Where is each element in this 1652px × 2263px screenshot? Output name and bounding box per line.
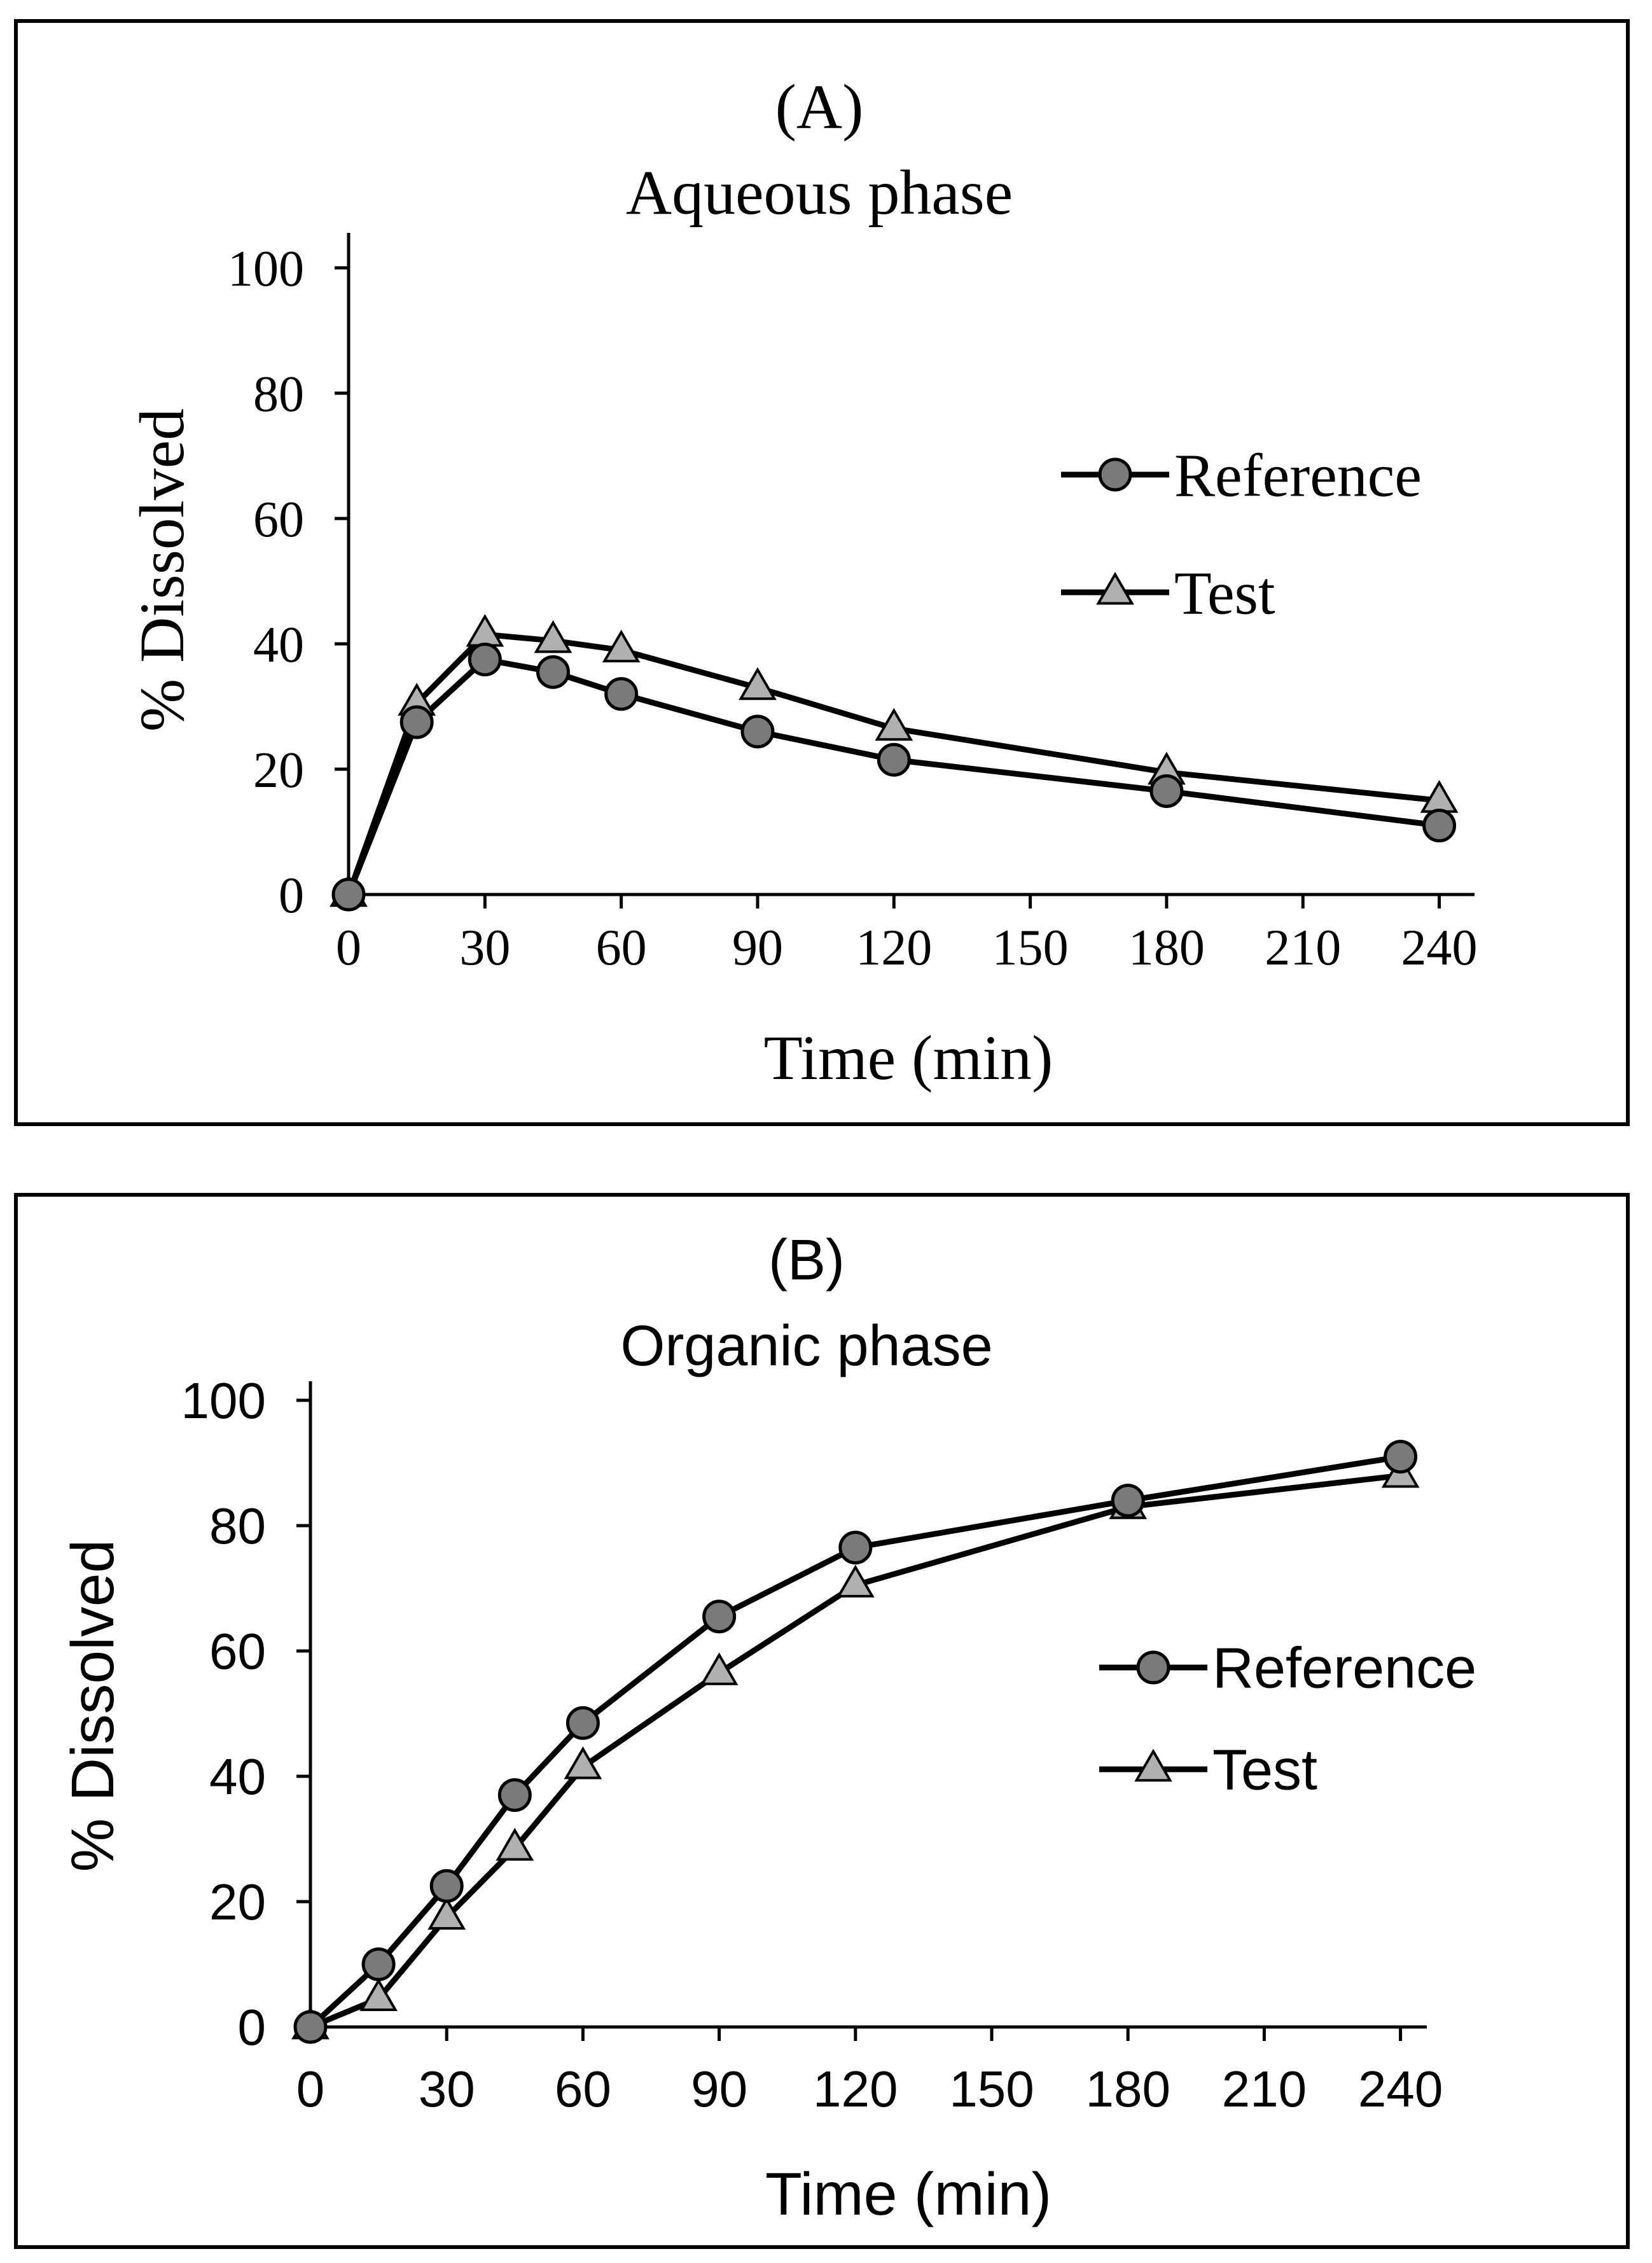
data-point-test bbox=[739, 667, 777, 700]
legend-label-test: Test bbox=[1174, 559, 1275, 627]
x-tick-label: 60 bbox=[555, 2061, 611, 2117]
y-axis-title: % Dissolved bbox=[59, 1540, 127, 1872]
x-tick-label: 30 bbox=[419, 2061, 475, 2117]
data-point-test bbox=[496, 1828, 534, 1861]
x-axis-title: Time (min) bbox=[764, 1022, 1053, 1093]
x-tick-label: 60 bbox=[596, 920, 647, 976]
panel-label: (B) bbox=[768, 1229, 845, 1292]
data-point-reference bbox=[497, 1778, 532, 1813]
y-tick-label: 80 bbox=[253, 366, 304, 422]
data-point-reference bbox=[838, 1530, 873, 1564]
x-tick-label: 240 bbox=[1358, 2061, 1443, 2117]
data-point-reference bbox=[536, 655, 570, 689]
y-tick-label: 100 bbox=[228, 241, 304, 297]
data-point-reference bbox=[361, 1947, 396, 1981]
legend-label-test: Test bbox=[1212, 1739, 1317, 1802]
x-tick-label: 240 bbox=[1401, 920, 1478, 976]
y-tick-label: 0 bbox=[238, 1999, 267, 2056]
data-point-reference bbox=[1384, 1440, 1418, 1474]
legend-marker-reference bbox=[1136, 1650, 1170, 1685]
x-tick-label: 210 bbox=[1222, 2061, 1307, 2117]
chart-title: Organic phase bbox=[620, 1314, 992, 1378]
legend-marker-test bbox=[1096, 571, 1134, 605]
chart-title: Aqueous phase bbox=[626, 157, 1013, 228]
x-tick-label: 0 bbox=[296, 2061, 325, 2117]
y-tick-label: 40 bbox=[253, 617, 304, 673]
data-point-reference bbox=[429, 1869, 464, 1903]
x-tick-label: 90 bbox=[732, 920, 783, 976]
data-point-test bbox=[875, 707, 913, 741]
legend-marker-reference bbox=[1098, 457, 1132, 492]
y-tick-label: 60 bbox=[209, 1623, 266, 1680]
data-point-reference bbox=[702, 1599, 737, 1634]
y-tick-label: 40 bbox=[209, 1748, 266, 1805]
x-axis-title: Time (min) bbox=[765, 2161, 1052, 2228]
chart-panel-aqueous: 0 20 40 60 80 100 0 30 60 90 120 150 180 210 240 (A) Aqu… bbox=[14, 19, 1630, 1126]
x-tick-label: 150 bbox=[992, 920, 1069, 976]
y-tick-label: 20 bbox=[253, 742, 304, 798]
aqueous-chart-svg: 0 20 40 60 80 100 0 30 60 90 120 150 180 210 240 (A) Aqu… bbox=[127, 71, 1478, 1093]
data-point-test bbox=[836, 1564, 875, 1598]
y-tick-label: 0 bbox=[279, 868, 304, 924]
y-tick-label: 80 bbox=[209, 1498, 266, 1554]
x-tick-label: 120 bbox=[856, 920, 932, 976]
x-tick-label: 180 bbox=[1128, 920, 1205, 976]
data-point-reference bbox=[399, 705, 434, 739]
legend-marker-test bbox=[1134, 1748, 1172, 1782]
chart-panel-organic: 0 20 40 60 80 100 0 30 60 90 120 150 180 210 240 (B) Org… bbox=[14, 1193, 1630, 2249]
x-tick-label: 180 bbox=[1085, 2061, 1170, 2117]
legend-label-reference: Reference bbox=[1174, 442, 1422, 510]
data-point-test bbox=[564, 1746, 602, 1779]
data-point-reference bbox=[468, 643, 502, 677]
organic-chart-svg: 0 20 40 60 80 100 0 30 60 90 120 150 180 210 240 (B) Org… bbox=[59, 1229, 1476, 2228]
data-point-reference bbox=[740, 714, 775, 749]
data-point-test bbox=[427, 1897, 466, 1930]
legend-label-reference: Reference bbox=[1212, 1637, 1476, 1701]
panel-label: (A) bbox=[775, 71, 864, 142]
x-tick-label: 0 bbox=[336, 920, 361, 976]
x-tick-label: 120 bbox=[813, 2061, 898, 2117]
data-point-reference bbox=[1149, 774, 1184, 808]
data-point-reference bbox=[1111, 1484, 1145, 1518]
data-point-test bbox=[359, 1978, 398, 2012]
y-axis-title: % Dissolved bbox=[127, 408, 197, 732]
x-tick-label: 30 bbox=[459, 920, 510, 976]
y-tick-label: 20 bbox=[209, 1874, 266, 1930]
y-tick-label: 100 bbox=[181, 1372, 266, 1429]
data-point-reference bbox=[877, 742, 911, 777]
x-tick-label: 210 bbox=[1265, 920, 1341, 976]
data-point-reference bbox=[566, 1706, 600, 1740]
data-point-reference bbox=[1422, 809, 1457, 843]
data-point-test bbox=[466, 613, 504, 647]
y-tick-label: 60 bbox=[253, 492, 304, 548]
data-point-test bbox=[700, 1652, 739, 1685]
series-line-reference bbox=[345, 657, 1440, 896]
data-point-reference bbox=[293, 2010, 328, 2044]
data-point-reference bbox=[331, 877, 366, 912]
data-point-reference bbox=[604, 677, 639, 711]
x-tick-label: 90 bbox=[691, 2061, 747, 2117]
data-point-test bbox=[534, 620, 573, 653]
x-tick-label: 150 bbox=[949, 2061, 1034, 2117]
data-point-test bbox=[602, 629, 641, 663]
